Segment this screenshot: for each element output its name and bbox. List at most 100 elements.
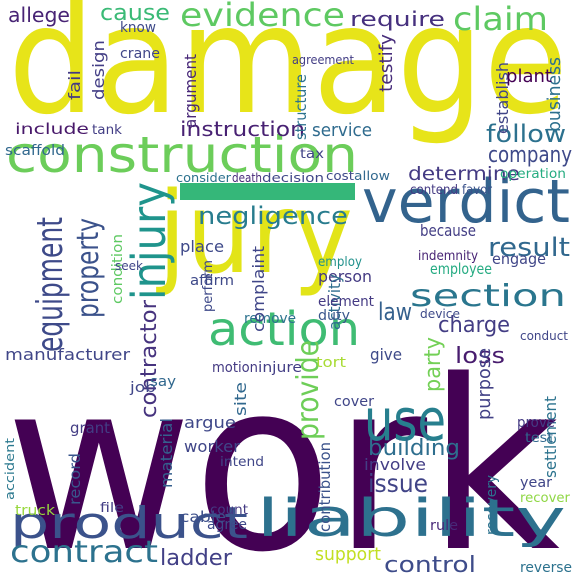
word: manufacturer	[5, 345, 130, 364]
word: scaffold	[5, 143, 65, 159]
word: section	[410, 279, 566, 314]
word: liability	[256, 489, 566, 549]
word: issue	[368, 469, 428, 498]
word: law	[378, 298, 412, 326]
word: reverse	[520, 560, 572, 576]
word: plant	[506, 66, 552, 87]
word: involve	[364, 455, 426, 474]
word: prove	[517, 415, 555, 431]
word: device	[420, 307, 460, 321]
word: recovery	[484, 475, 500, 535]
word: decision	[262, 171, 324, 185]
word: design	[89, 40, 108, 100]
word: injury	[122, 182, 176, 300]
word: jury	[155, 169, 353, 299]
word: file	[100, 501, 124, 516]
word: party	[421, 337, 446, 392]
word: year	[520, 475, 552, 491]
word: count	[210, 503, 248, 518]
word: engage	[492, 250, 546, 268]
word: instruction	[180, 117, 305, 141]
word: remove	[244, 311, 296, 327]
word: injure	[258, 360, 302, 376]
word: purpose	[474, 348, 495, 420]
word: activity	[325, 274, 344, 330]
word: contractor	[137, 299, 162, 418]
word: perform	[201, 260, 216, 312]
word: record	[66, 453, 84, 505]
word: service	[312, 120, 372, 141]
word: crane	[120, 46, 160, 62]
word: claim	[453, 0, 548, 38]
word: cost	[326, 169, 354, 183]
word: affirm	[190, 273, 234, 289]
word: negligence	[198, 202, 348, 230]
word: conduct	[520, 329, 568, 343]
word: recover	[520, 491, 571, 506]
word: tort	[316, 355, 347, 371]
word: ladder	[160, 546, 233, 571]
word: seek	[115, 259, 143, 273]
word: indemnity	[418, 249, 478, 264]
highlight-bar	[180, 183, 355, 200]
word: charge	[438, 313, 510, 338]
word: settlement	[541, 396, 560, 478]
word: death	[232, 171, 262, 185]
word: accident	[3, 438, 17, 500]
word: cover	[334, 394, 374, 410]
word: grant	[70, 419, 110, 437]
word: fail	[65, 70, 84, 100]
word: result	[488, 233, 570, 263]
word: element	[318, 294, 374, 310]
word: intend	[220, 455, 264, 470]
word: know	[120, 20, 156, 36]
word: tax	[300, 147, 324, 162]
word: support	[315, 544, 381, 565]
word: favor	[462, 183, 493, 198]
word: include	[15, 120, 89, 138]
word: condition	[110, 234, 126, 304]
word: allege	[8, 3, 70, 27]
word: work	[5, 331, 560, 576]
word: truck	[15, 503, 56, 519]
word: determine	[408, 163, 520, 185]
word: employee	[430, 260, 492, 278]
word: contribution	[316, 442, 334, 532]
word: argue	[184, 413, 236, 432]
word: require	[350, 7, 445, 31]
word: motion	[212, 360, 258, 376]
word: place	[180, 237, 224, 256]
word: action	[208, 302, 360, 356]
word: material	[157, 418, 176, 488]
word: job	[129, 380, 156, 396]
word: equipment	[30, 217, 71, 352]
word: follow	[486, 120, 566, 148]
word: cable	[180, 508, 226, 526]
word: say	[150, 374, 176, 390]
word: use	[364, 386, 446, 454]
word: agree	[207, 517, 247, 533]
word: consider	[176, 171, 231, 185]
word: product	[10, 498, 248, 549]
word: give	[370, 345, 402, 364]
word: person	[318, 267, 372, 286]
word: cause	[100, 1, 170, 26]
word: establish	[493, 62, 512, 134]
word: complaint	[249, 246, 268, 332]
word: tank	[92, 123, 122, 138]
word: test	[525, 431, 553, 446]
word: site	[231, 382, 250, 416]
word: damage	[8, 0, 568, 148]
word: because	[420, 221, 476, 240]
word: argument	[181, 54, 200, 128]
word: provide	[291, 340, 326, 440]
word: allow	[354, 169, 390, 183]
word: duty	[318, 308, 350, 324]
word: business	[544, 57, 565, 132]
word: testify	[376, 34, 397, 92]
word: contend	[410, 183, 458, 198]
word: verdict	[362, 167, 570, 237]
word: company	[488, 143, 572, 168]
